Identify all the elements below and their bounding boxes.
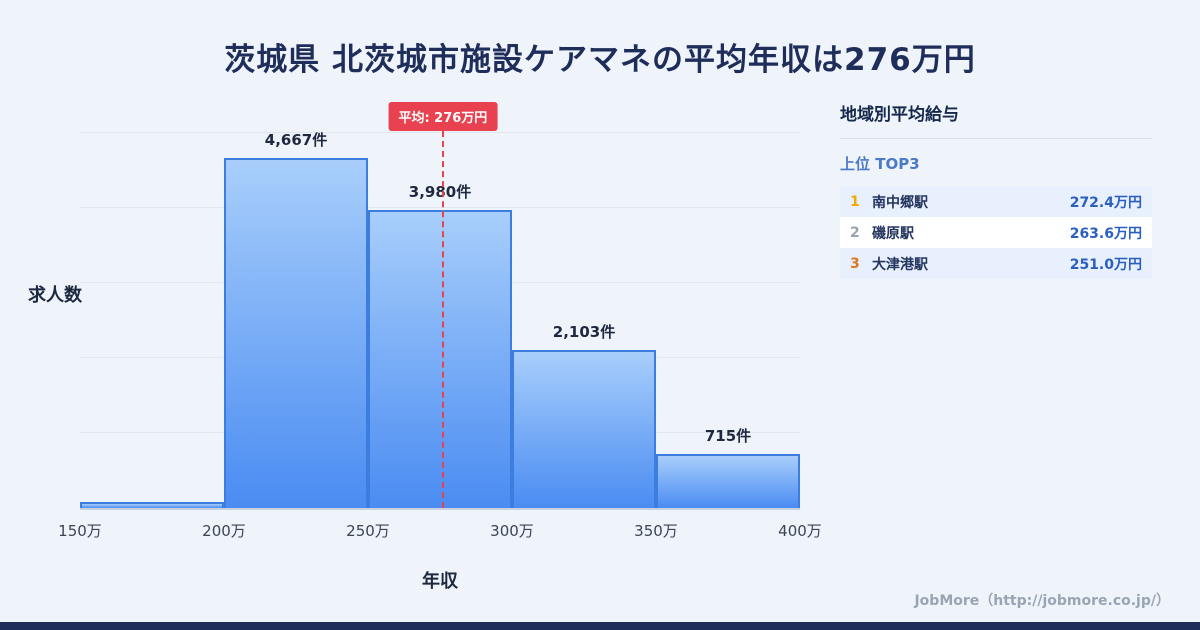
histogram-bar-350万-400万 (656, 454, 800, 508)
station-salary-value: 272.4万円 (1069, 194, 1142, 211)
bar-value-label: 715件 (704, 427, 752, 446)
x-tick-label: 150万 (58, 522, 102, 540)
station-name: 磯原駅 (872, 225, 914, 242)
histogram-bar-250万-300万 (368, 209, 512, 508)
station-salary-value: 251.0万円 (1069, 256, 1142, 273)
ranking-table: 1 南中郷駅 272.4万円 2 磯原駅 263.6万円 3 大津港駅 251.0万円 (840, 186, 1152, 279)
rank-number: 3 (850, 255, 860, 272)
ranking-row: 1 南中郷駅 272.4万円 (840, 186, 1152, 217)
x-axis-label: 年収 (422, 571, 458, 592)
bottom-accent-bar (0, 622, 1200, 630)
station-name: 大津港駅 (872, 256, 928, 273)
histogram-bar-300万-350万 (512, 350, 656, 508)
gridline (80, 132, 800, 133)
page-title: 茨城県 北茨城市施設ケアマネの平均年収は276万円 (224, 42, 976, 78)
panel-title: 地域別平均給与 (840, 100, 1152, 139)
rank-number: 1 (850, 193, 860, 210)
bar-value-label: 2,103件 (552, 323, 616, 342)
region-salary-panel: 地域別平均給与 上位 TOP3 1 南中郷駅 272.4万円 2 磯原駅 263.6万円 3… (840, 100, 1152, 279)
x-tick-label: 350万 (634, 522, 678, 540)
x-axis-ticks: 150万 200万 250万 300万 350万 400万 (58, 520, 822, 540)
x-tick-label: 300万 (490, 522, 534, 540)
histogram-bar-200万-250万 (224, 157, 368, 508)
station-salary-value: 263.6万円 (1069, 225, 1142, 242)
ranking-row: 2 磯原駅 263.6万円 (840, 217, 1152, 248)
x-tick-label: 400万 (778, 522, 822, 540)
footer-credit: JobMore（http://jobmore.co.jp/） (914, 593, 1170, 609)
bar-value-label: 3,980件 (408, 182, 472, 201)
histogram-plot-area: 4,667件 3,980件 2,103件 715件 平均: 276万円 (80, 102, 800, 510)
y-axis-label: 求人数 (28, 285, 82, 306)
x-tick-label: 200万 (202, 522, 246, 540)
gridline (80, 207, 800, 208)
bar-value-label: 4,667件 (264, 130, 328, 149)
average-badge: 平均: 276万円 (388, 102, 498, 131)
average-line (441, 131, 444, 508)
panel-subtitle: 上位 TOP3 (840, 155, 920, 173)
ranking-row: 3 大津港駅 251.0万円 (840, 248, 1152, 279)
histogram-bar-150万-200万 (80, 502, 224, 508)
rank-number: 2 (850, 224, 860, 241)
station-name: 南中郷駅 (872, 194, 928, 211)
x-tick-label: 250万 (346, 522, 390, 540)
